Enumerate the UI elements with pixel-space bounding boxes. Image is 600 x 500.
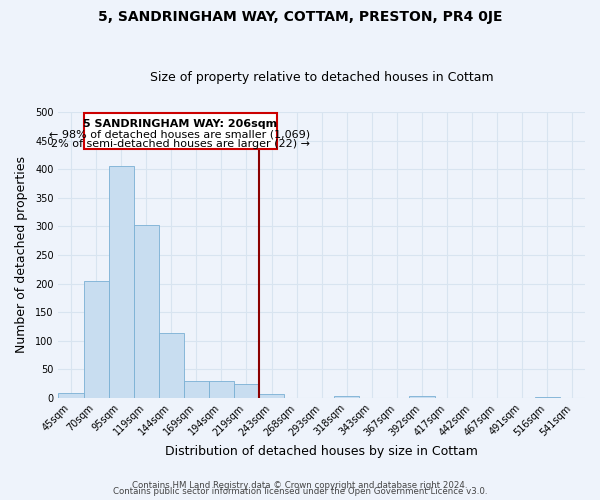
Bar — [234, 384, 259, 398]
Bar — [259, 394, 284, 398]
X-axis label: Distribution of detached houses by size in Cottam: Distribution of detached houses by size … — [165, 444, 478, 458]
Text: 5, SANDRINGHAM WAY, COTTAM, PRESTON, PR4 0JE: 5, SANDRINGHAM WAY, COTTAM, PRESTON, PR4… — [98, 10, 502, 24]
Bar — [83, 280, 109, 398]
Bar — [409, 396, 434, 398]
Text: Contains public sector information licensed under the Open Government Licence v3: Contains public sector information licen… — [113, 487, 487, 496]
Text: 5 SANDRINGHAM WAY: 206sqm: 5 SANDRINGHAM WAY: 206sqm — [83, 119, 277, 129]
Y-axis label: Number of detached properties: Number of detached properties — [15, 156, 28, 354]
Bar — [209, 382, 234, 398]
Bar — [184, 380, 209, 398]
Title: Size of property relative to detached houses in Cottam: Size of property relative to detached ho… — [150, 72, 494, 85]
Text: 2% of semi-detached houses are larger (22) →: 2% of semi-detached houses are larger (2… — [50, 140, 310, 149]
Bar — [58, 394, 83, 398]
Text: ← 98% of detached houses are smaller (1,069): ← 98% of detached houses are smaller (1,… — [49, 129, 311, 139]
FancyBboxPatch shape — [83, 113, 277, 149]
Text: Contains HM Land Registry data © Crown copyright and database right 2024.: Contains HM Land Registry data © Crown c… — [132, 481, 468, 490]
Bar — [535, 396, 560, 398]
Bar — [134, 225, 159, 398]
Bar — [334, 396, 359, 398]
Bar — [109, 166, 134, 398]
Bar — [159, 334, 184, 398]
